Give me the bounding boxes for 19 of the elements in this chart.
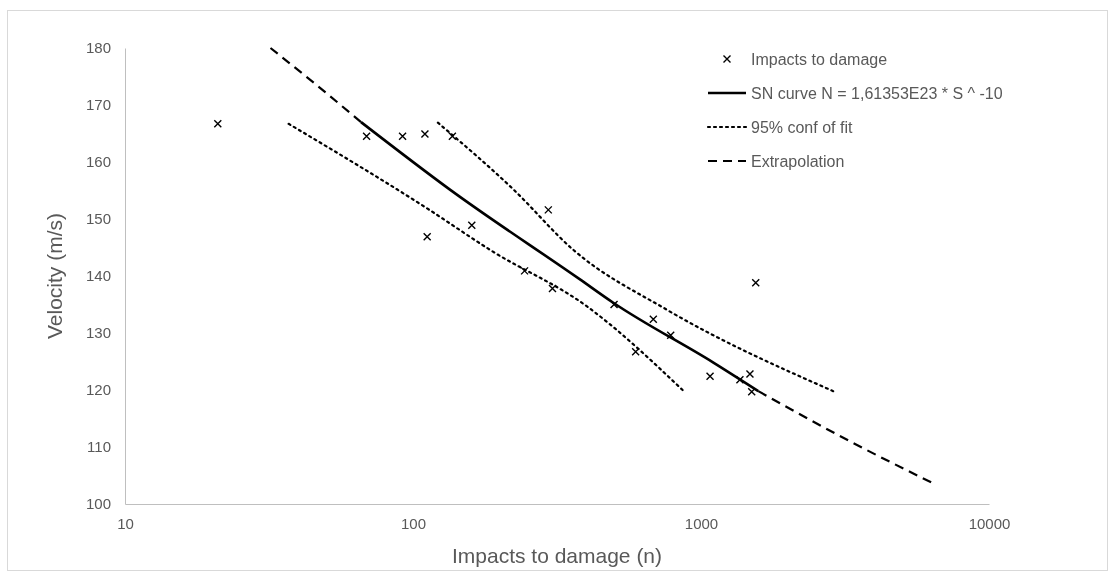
legend-label: SN curve N = 1,61353E23 * S ^ -10: [751, 84, 1003, 102]
y-tick-label: 110: [87, 438, 111, 456]
y-tick-label: 140: [85, 267, 111, 285]
legend-label: Extrapolation: [751, 152, 845, 170]
y-tick-label: 100: [85, 495, 111, 513]
y-tick-label: 150: [85, 210, 111, 228]
y-tick-label: 180: [85, 39, 111, 57]
x-tick-label: 1000: [684, 514, 719, 532]
y-tick-label: 130: [85, 324, 111, 342]
x-tick-label: 10000: [968, 514, 1011, 532]
y-tick-label: 120: [85, 381, 111, 399]
y-axis-title: Velocity (m/s): [43, 212, 66, 340]
y-tick-label: 170: [85, 96, 111, 114]
legend-label: 95% conf of fit: [751, 118, 853, 136]
x-tick-label: 100: [400, 514, 427, 532]
x-axis-title: Impacts to damage (n): [451, 544, 663, 567]
x-tick-label: 10: [117, 514, 134, 532]
legend-label: Impacts to damage: [751, 50, 888, 68]
y-tick-label: 160: [85, 153, 111, 171]
